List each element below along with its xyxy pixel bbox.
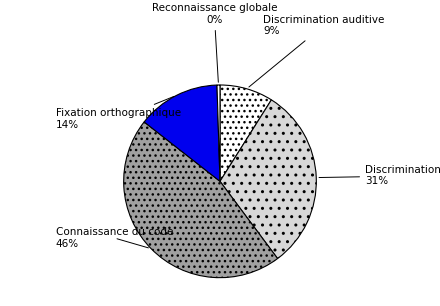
Text: Connaissance du code
46%: Connaissance du code 46% — [56, 227, 173, 249]
Wedge shape — [124, 122, 278, 278]
Text: Reconnaissance globale
0%: Reconnaissance globale 0% — [152, 3, 277, 82]
Text: Fixation orthographique
14%: Fixation orthographique 14% — [56, 96, 181, 130]
Text: Discrimination auditive
9%: Discrimination auditive 9% — [249, 15, 385, 87]
Text: Discrimination visuelle
31%: Discrimination visuelle 31% — [319, 165, 440, 186]
Wedge shape — [220, 85, 271, 181]
Wedge shape — [217, 85, 220, 181]
Wedge shape — [144, 85, 220, 181]
Wedge shape — [220, 100, 316, 259]
